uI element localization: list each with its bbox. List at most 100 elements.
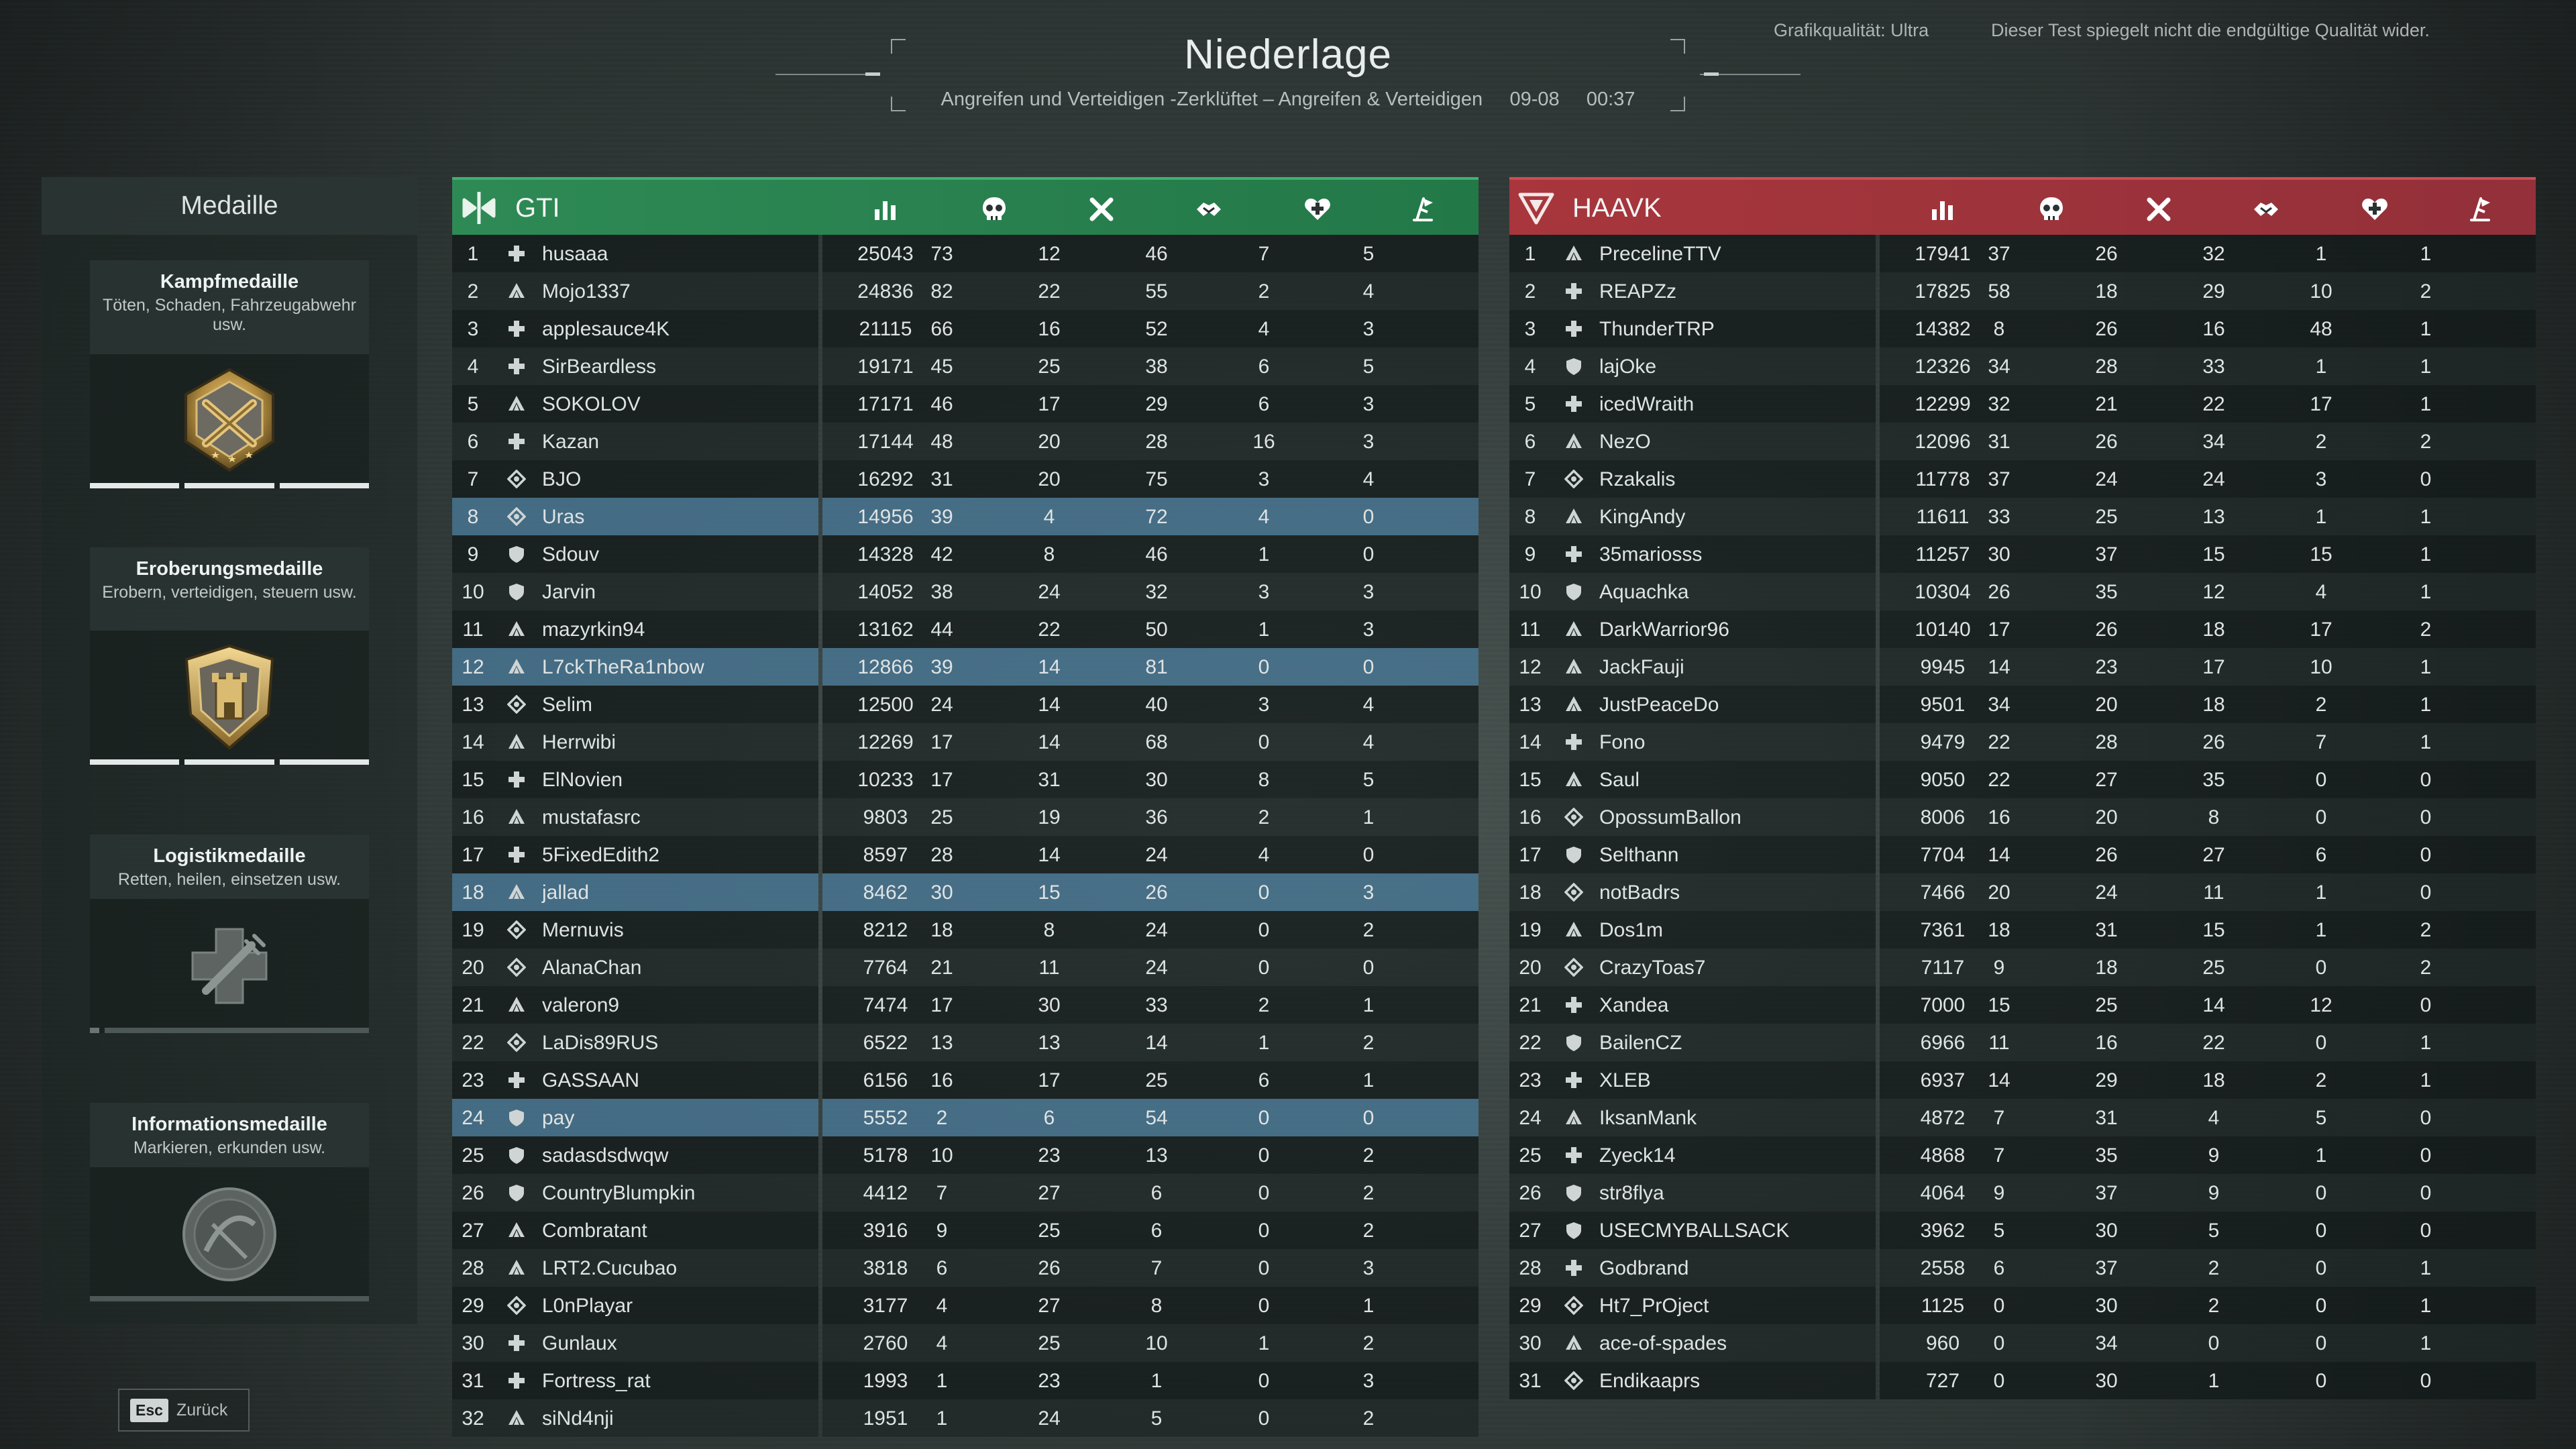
- row-bg: [1509, 1099, 1551, 1136]
- player-name: 5FixedEdith2: [542, 844, 660, 866]
- player-row[interactable]: 25 Zyeck14 4868 7 35 9 1 0: [1509, 1136, 2536, 1174]
- player-row[interactable]: 29 L0nPlayar 3177 4 27 8 0 1: [452, 1287, 1479, 1324]
- player-row[interactable]: 1 PrecelineTTV 17941 37 26 32 1 1: [1509, 235, 2536, 272]
- stat-assists: 11: [2203, 881, 2224, 904]
- medal-card-conquest[interactable]: Eroberungsmedaille Erobern, verteidigen,…: [90, 547, 369, 765]
- player-row[interactable]: 29 Ht7_PrOject 1125 0 30 2 0 1: [1509, 1287, 2536, 1324]
- player-name: SOKOLOV: [542, 393, 641, 415]
- player-row[interactable]: 7 BJO 16292 31 20 75 3 4: [452, 460, 1479, 498]
- player-row[interactable]: 25 sadasdsdwqw 5178 10 23 13 0 2: [452, 1136, 1479, 1174]
- medal-card-logistics[interactable]: Logistikmedaille Retten, heilen, einsetz…: [90, 835, 369, 1033]
- stat-deaths: 4: [1043, 506, 1055, 528]
- stat-score: 3962: [1920, 1220, 1966, 1242]
- player-row[interactable]: 32 siNd4nji 1951 1 24 5 0 2: [452, 1399, 1479, 1437]
- player-row[interactable]: 20 AlanaChan 7764 21 11 24 0 0: [452, 949, 1479, 986]
- stat-kills: 5: [1993, 1220, 2005, 1242]
- support-class-icon: [509, 1110, 524, 1126]
- player-row[interactable]: 17 Selthann 7704 14 26 27 6 0: [1509, 836, 2536, 873]
- stat-deaths: 24: [1038, 581, 1061, 603]
- player-row[interactable]: 2 REAPZz 17825 58 18 29 10 2: [1509, 272, 2536, 310]
- player-row[interactable]: 14 Fono 9479 22 28 26 7 1: [1509, 723, 2536, 761]
- stat-deaths: 8: [1043, 543, 1055, 566]
- player-row[interactable]: 5 icedWraith 12299 32 21 22 17 1: [1509, 385, 2536, 423]
- player-row[interactable]: 27 USECMYBALLSACK 3962 5 30 5 0 0: [1509, 1212, 2536, 1249]
- player-row[interactable]: 31 Fortress_rat 1993 1 23 1 0 3: [452, 1362, 1479, 1399]
- player-row[interactable]: 24 IksanMank 4872 7 31 4 5 0: [1509, 1099, 2536, 1136]
- player-row[interactable]: 16 OpossumBallon 8006 16 20 8 0 0: [1509, 798, 2536, 836]
- stat-score: 960: [1925, 1332, 1960, 1354]
- assists-icon: [2254, 203, 2278, 216]
- support-class-icon: [1566, 1185, 1581, 1201]
- player-row[interactable]: 22 LaDis89RUS 6522 13 13 14 1 2: [452, 1024, 1479, 1061]
- player-row[interactable]: 6 NezO 12096 31 26 34 2 2: [1509, 423, 2536, 460]
- stat-deaths: 27: [1038, 1295, 1061, 1317]
- medal-card-combat[interactable]: Kampfmedaille Töten, Schaden, Fahrzeugab…: [90, 260, 369, 488]
- player-row[interactable]: 18 jallad 8462 30 15 26 0 3: [452, 873, 1479, 911]
- player-row[interactable]: 17 5FixedEdith2 8597 28 14 24 4 0: [452, 836, 1479, 873]
- player-row[interactable]: 7 Rzakalis 11778 37 24 24 3 0: [1509, 460, 2536, 498]
- player-rank: 20: [1519, 957, 1542, 979]
- player-row[interactable]: 9 35mariosss 11257 30 37 15 15 1: [1509, 535, 2536, 573]
- player-row[interactable]: 21 Xandea 7000 15 25 14 12 0: [1509, 986, 2536, 1024]
- stat-assists: 28: [1145, 431, 1168, 453]
- row-bg: [1551, 686, 1876, 723]
- player-row[interactable]: 4 lajOke 12326 34 28 33 1 1: [1509, 347, 2536, 385]
- stat-revives: 1: [1258, 619, 1270, 641]
- player-row[interactable]: 15 Saul 9050 22 27 35 0 0: [1509, 761, 2536, 798]
- player-row[interactable]: 3 ThunderTRP 14382 8 26 16 48 1: [1509, 310, 2536, 347]
- player-row[interactable]: 23 XLEB 6937 14 29 18 2 1: [1509, 1061, 2536, 1099]
- player-row[interactable]: 10 Aquachka 10304 26 35 12 4 1: [1509, 573, 2536, 610]
- player-row[interactable]: 21 valeron9 7474 17 30 33 2 1: [452, 986, 1479, 1024]
- player-row[interactable]: 30 Gunlaux 2760 4 25 10 1 2: [452, 1324, 1479, 1362]
- player-row[interactable]: 13 JustPeaceDo 9501 34 20 18 2 1: [1509, 686, 2536, 723]
- player-row[interactable]: 1 husaaa 25043 73 12 46 7 5: [452, 235, 1479, 272]
- row-bg: [494, 686, 818, 723]
- player-row[interactable]: 8 Uras 14956 39 4 72 4 0: [452, 498, 1479, 535]
- player-row[interactable]: 5 SOKOLOV 17171 46 17 29 6 3: [452, 385, 1479, 423]
- player-row[interactable]: 19 Mernuvis 8212 18 8 24 0 2: [452, 911, 1479, 949]
- player-row[interactable]: 26 str8flya 4064 9 37 9 0 0: [1509, 1174, 2536, 1212]
- player-row[interactable]: 20 CrazyToas7 7117 9 18 25 0 2: [1509, 949, 2536, 986]
- player-row[interactable]: 6 Kazan 17144 48 20 28 16 3: [452, 423, 1479, 460]
- player-row[interactable]: 3 applesauce4K 21115 66 16 52 4 3: [452, 310, 1479, 347]
- player-row[interactable]: 26 CountryBlumpkin 4412 7 27 6 0 2: [452, 1174, 1479, 1212]
- player-name: Rzakalis: [1599, 468, 1676, 490]
- player-row[interactable]: 28 Godbrand 2558 6 37 2 0 1: [1509, 1249, 2536, 1287]
- stat-objective: 2: [1362, 1220, 1375, 1242]
- player-row[interactable]: 23 GASSAAN 6156 16 17 25 6 1: [452, 1061, 1479, 1099]
- stat-deaths: 22: [1038, 280, 1061, 303]
- stat-score: 7764: [863, 957, 908, 979]
- player-row[interactable]: 14 Herrwibi 12269 17 14 68 0 4: [452, 723, 1479, 761]
- player-row[interactable]: 19 Dos1m 7361 18 31 15 1 2: [1509, 911, 2536, 949]
- player-row[interactable]: 12 L7ckTheRa1nbow 12866 39 14 81 0 0: [452, 648, 1479, 686]
- row-bg: [822, 610, 1479, 648]
- row-bg: [494, 535, 818, 573]
- player-row[interactable]: 15 ElNovien 10233 17 31 30 8 5: [452, 761, 1479, 798]
- player-row[interactable]: 8 KingAndy 11611 33 25 13 1 1: [1509, 498, 2536, 535]
- player-row[interactable]: 2 Mojo1337 24836 82 22 55 2 4: [452, 272, 1479, 310]
- player-row[interactable]: 11 mazyrkin94 13162 44 22 50 1 3: [452, 610, 1479, 648]
- player-row[interactable]: 9 Sdouv 14328 42 8 46 1 0: [452, 535, 1479, 573]
- player-row[interactable]: 18 notBadrs 7466 20 24 11 1 0: [1509, 873, 2536, 911]
- stat-kills: 26: [1988, 581, 2010, 603]
- player-row[interactable]: 13 Selim 12500 24 14 40 3 4: [452, 686, 1479, 723]
- player-row[interactable]: 11 DarkWarrior96 10140 17 26 18 17 2: [1509, 610, 2536, 648]
- player-row[interactable]: 24 pay 5552 2 6 54 0 0: [452, 1099, 1479, 1136]
- stat-score: 17825: [1915, 280, 1971, 303]
- player-row[interactable]: 30 ace-of-spades 960 0 34 0 0 1: [1509, 1324, 2536, 1362]
- player-row[interactable]: 31 Endikaaprs 727 0 30 1 0 0: [1509, 1362, 2536, 1399]
- player-row[interactable]: 28 LRT2.Cucubao 3818 6 26 7 0 3: [452, 1249, 1479, 1287]
- player-name: PrecelineTTV: [1599, 243, 1721, 265]
- player-row[interactable]: 12 JackFauji 9945 14 23 17 10 1: [1509, 648, 2536, 686]
- player-row[interactable]: 10 Jarvin 14052 38 24 32 3 3: [452, 573, 1479, 610]
- row-bg: [494, 986, 818, 1024]
- player-row[interactable]: 27 Combratant 3916 9 25 6 0 2: [452, 1212, 1479, 1249]
- conquest-medal-icon: [184, 644, 274, 750]
- back-button[interactable]: Esc Zurück: [118, 1389, 250, 1432]
- player-row[interactable]: 22 BailenCZ 6966 11 16 22 0 1: [1509, 1024, 2536, 1061]
- player-row[interactable]: 16 mustafasrc 9803 25 19 36 2 1: [452, 798, 1479, 836]
- player-row[interactable]: 4 SirBeardless 19171 45 25 38 6 5: [452, 347, 1479, 385]
- medic-class-icon: [1566, 997, 1582, 1013]
- medal-card-intel[interactable]: Informationsmedaille Markieren, erkunden…: [90, 1103, 369, 1301]
- stat-score: 5178: [863, 1144, 908, 1167]
